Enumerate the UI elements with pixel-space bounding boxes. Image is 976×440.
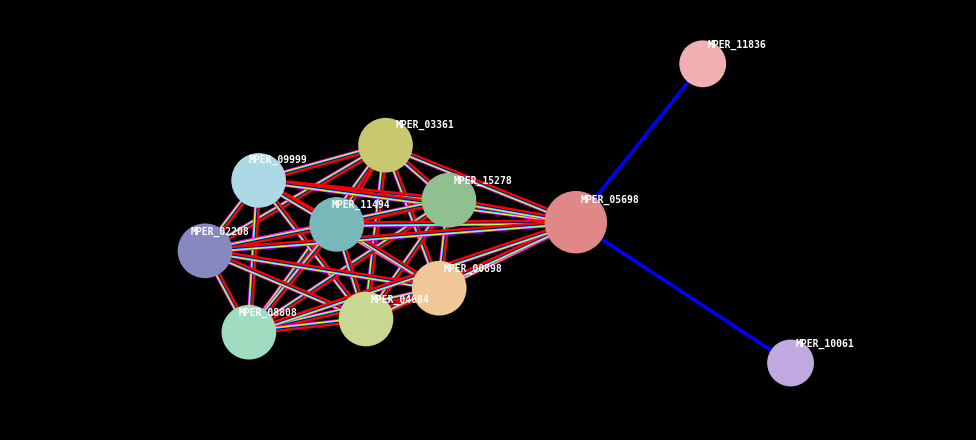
Ellipse shape	[222, 305, 276, 359]
Ellipse shape	[422, 173, 476, 227]
Text: MPER_02208: MPER_02208	[190, 227, 249, 237]
Text: MPER_00898: MPER_00898	[444, 264, 503, 274]
Text: MPER_11836: MPER_11836	[708, 40, 766, 50]
Text: MPER_09999: MPER_09999	[249, 155, 307, 165]
Ellipse shape	[545, 191, 607, 253]
Text: MPER_15278: MPER_15278	[454, 176, 512, 186]
Text: MPER_10061: MPER_10061	[795, 339, 854, 349]
Ellipse shape	[231, 153, 286, 208]
Text: MPER_03361: MPER_03361	[395, 120, 454, 130]
Ellipse shape	[679, 40, 726, 87]
Ellipse shape	[178, 224, 232, 278]
Text: MPER_04684: MPER_04684	[371, 295, 429, 305]
Ellipse shape	[412, 261, 467, 315]
Text: MPER_11494: MPER_11494	[332, 200, 390, 210]
Text: MPER_08808: MPER_08808	[239, 308, 298, 318]
Ellipse shape	[767, 340, 814, 386]
Ellipse shape	[309, 197, 364, 252]
Text: MPER_05698: MPER_05698	[581, 195, 639, 205]
Ellipse shape	[339, 292, 393, 346]
Ellipse shape	[358, 118, 413, 172]
